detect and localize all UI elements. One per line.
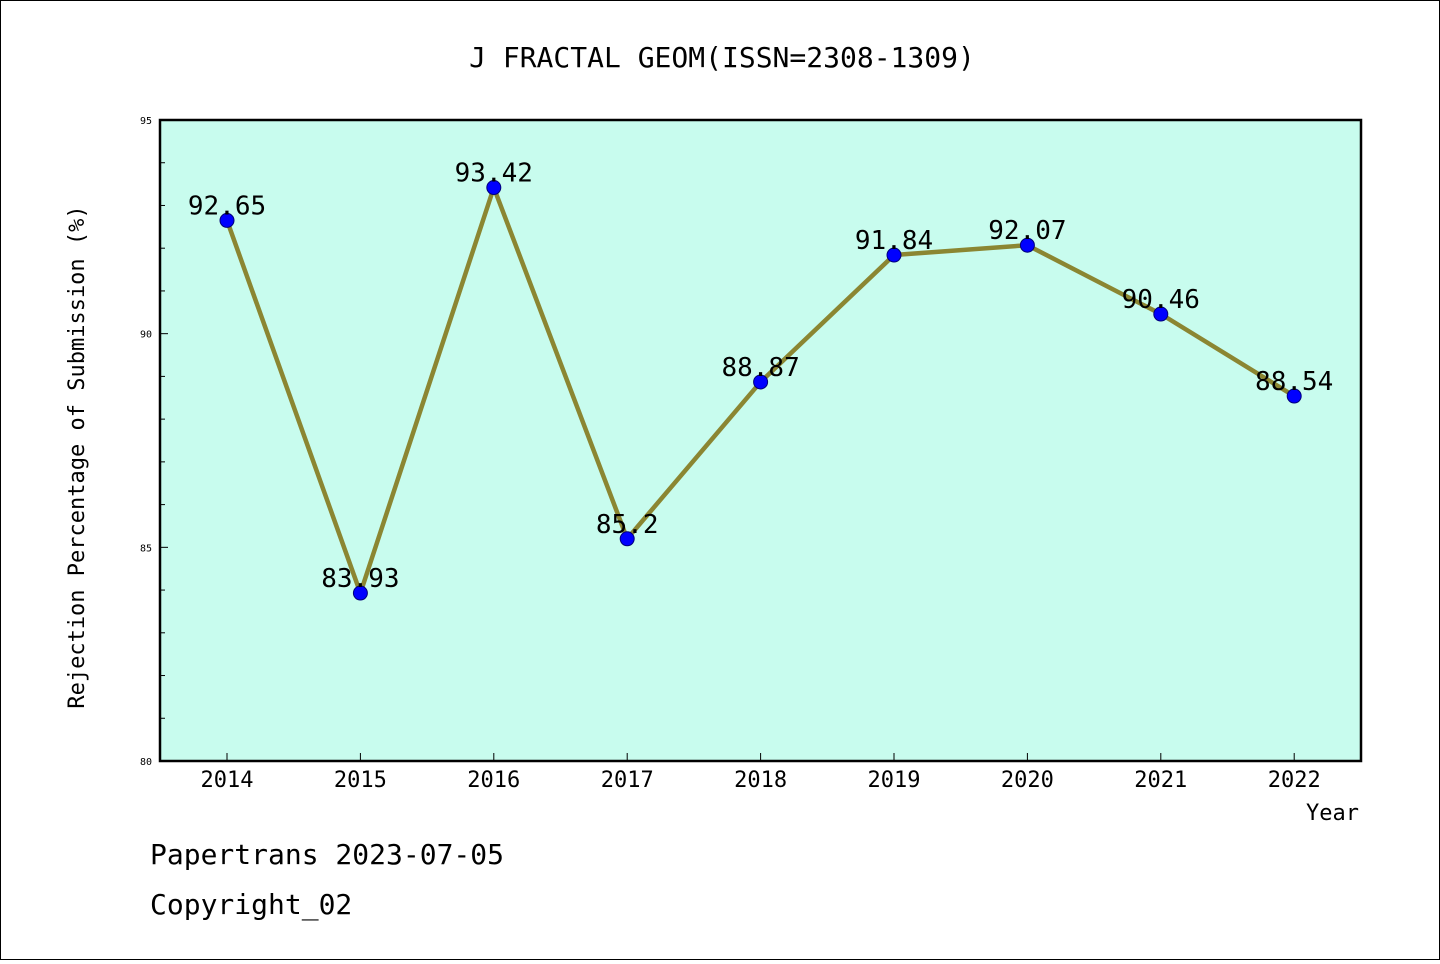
x-tick-label: 2017 xyxy=(601,768,654,793)
footer-date: Papertrans 2023-07-05 xyxy=(150,838,504,871)
data-label: 88.87 xyxy=(721,353,799,383)
y-axis-label: Rejection Percentage of Submission (%) xyxy=(65,205,90,708)
chart-marks: 80 85 90 95 2014 2015 2016 2017 2018 2019 2020 2021… xyxy=(140,116,1333,793)
data-point xyxy=(486,180,502,196)
x-tick-label: 2021 xyxy=(1134,768,1187,793)
data-label: 92.07 xyxy=(988,216,1066,246)
plot-border xyxy=(158,118,1363,763)
data-label: 93.42 xyxy=(455,159,533,189)
footer-copyright: Copyright_02 xyxy=(150,888,352,922)
y-tick-label: 95 xyxy=(140,116,152,127)
data-label: 92.65 xyxy=(188,191,266,221)
y-tick-label: 85 xyxy=(140,543,152,554)
data-point xyxy=(352,585,368,601)
x-axis-label: Year xyxy=(1306,801,1359,826)
data-label: 85.2 xyxy=(596,510,659,540)
data-point xyxy=(1153,306,1169,322)
x-tick-label: 2016 xyxy=(467,768,520,793)
data-label: 83.93 xyxy=(321,564,399,594)
data-point xyxy=(1019,237,1035,253)
x-tick-label: 2018 xyxy=(734,768,787,793)
data-point xyxy=(753,374,769,390)
y-tick-label: 80 xyxy=(140,757,152,768)
data-point xyxy=(1286,388,1302,404)
data-point xyxy=(886,247,902,263)
data-point xyxy=(219,212,235,228)
data-label: 88.54 xyxy=(1255,367,1333,397)
data-label: 90.46 xyxy=(1122,285,1200,315)
x-tick-label: 2019 xyxy=(868,768,921,793)
x-tick-label: 2014 xyxy=(201,768,254,793)
y-tick-label: 90 xyxy=(140,330,152,341)
x-tick-label: 2022 xyxy=(1268,768,1321,793)
data-label: 91.84 xyxy=(855,226,933,256)
plot-area xyxy=(160,120,1361,761)
x-tick-label: 2015 xyxy=(334,768,387,793)
chart-title: J FRACTAL GEOM(ISSN=2308-1309) xyxy=(469,41,975,74)
data-point xyxy=(619,531,635,547)
x-tick-label: 2020 xyxy=(1001,768,1054,793)
